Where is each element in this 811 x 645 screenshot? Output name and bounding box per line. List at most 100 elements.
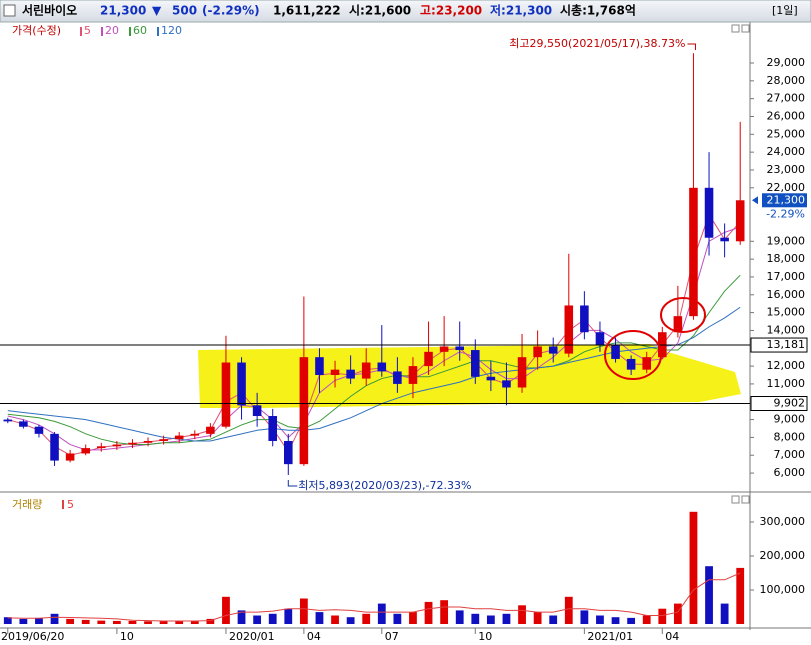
volume-bar [346,617,355,624]
volume-bar [471,613,480,624]
price: 21,300 [100,4,146,18]
volume-bar [299,598,308,624]
level-label: 13,181 [767,338,806,351]
candle-body [517,357,527,388]
volume-bar [50,613,59,624]
candle-body [720,237,729,242]
level-label: 9,902 [774,396,806,409]
y-tick-label: 100,000 [760,583,806,596]
candle-body [50,433,59,461]
volume-bar [440,600,449,624]
y-tick-label: 16,000 [767,288,806,301]
volume-bar [549,615,558,624]
volume-bar [596,615,604,624]
y-tick-label: 26,000 [767,109,806,122]
volume-bar [112,620,121,624]
current-label: 21,300 [767,193,806,206]
candle-body [471,350,480,377]
x-tick-label: 10 [478,630,492,643]
annotation-arrow [287,480,298,487]
panel-button[interactable] [731,24,740,33]
annotation-arrow [687,43,696,50]
candle-body [159,439,168,441]
header-bar [0,0,811,23]
candle-body [611,344,620,359]
legend-swatch [157,27,159,36]
high: 고:23,200 [420,4,482,18]
volume-bar [3,617,12,624]
candle-body [393,371,402,384]
candle-body [564,305,574,354]
candle-body [81,448,90,454]
volume-bar [658,608,667,624]
y-tick-label: 9,000 [774,413,806,426]
candle-body [455,346,464,351]
period[interactable]: [1일] [772,3,798,17]
current-pointer [752,196,758,205]
candle-body [299,357,309,465]
candle-body [206,426,215,434]
candle-body [174,435,184,440]
y-tick-label: 15,000 [767,306,806,319]
candle-body [19,421,28,427]
legend-swatch [129,27,131,36]
volume-bar [284,608,293,624]
legend-swatch [62,500,64,509]
y-tick-label: 18,000 [767,252,806,265]
legend-title: 가격(수정) [12,24,61,37]
candle-body [408,366,418,384]
x-tick-label: 04 [665,630,679,643]
volume-bar [237,610,246,624]
panel-button[interactable] [741,495,750,504]
candle-body [346,369,355,379]
volume-bar [424,601,433,624]
y-tick-label: 28,000 [767,74,806,87]
volume-bar [144,621,152,624]
volume-bar [268,613,277,624]
volume-bar [206,618,215,624]
volume-bar [393,613,402,624]
low: 저:21,300 [490,3,552,18]
volume-bar [518,605,526,624]
candle-body [548,346,558,354]
volume-bar [409,612,417,624]
candle-body [502,380,511,388]
stock-name: 서린바이오 [22,3,77,18]
volume-bar [253,615,262,624]
ma-line [7,226,741,451]
candle-body [580,305,589,333]
volume-bar [81,619,90,624]
y-tick-label: 14,000 [767,323,806,336]
candle-body [315,357,324,376]
x-tick-label: 2020/01 [229,630,275,643]
panel-button[interactable] [741,24,750,33]
change: 500 [172,4,197,18]
low-annotation: 최저5,893(2020/03/23),-72.33% [298,479,471,492]
y-tick-label: 27,000 [767,92,806,105]
volume: 1,611,222 [273,4,341,18]
candle-body [595,332,605,345]
legend-swatch [80,27,82,36]
y-tick-label: 6,000 [774,466,806,479]
volume-bar [128,620,137,624]
legend-item: 120 [161,24,182,37]
panel-button[interactable] [731,495,740,504]
x-tick-label: 04 [307,630,321,643]
y-tick-label: 24,000 [767,145,806,158]
candle-body [65,453,75,461]
candle-body [268,416,277,441]
volume-bar [673,603,682,624]
candle-body [704,187,714,238]
header-icon[interactable] [3,4,16,17]
y-tick-label: 8,000 [774,430,806,443]
volume-bar [331,615,339,624]
high-annotation: 최고29,550(2021/05/17),38.73% [509,37,685,50]
candle-body [735,200,745,242]
candle-body [439,346,449,352]
volume-bar [720,603,729,624]
plot: 6,000 7,000 8,000 9,000 11,000 12,000 14,000 15… [0,24,808,643]
candle-body [143,440,153,443]
y-tick-label: 29,000 [767,56,806,69]
volume-bar [502,613,511,624]
